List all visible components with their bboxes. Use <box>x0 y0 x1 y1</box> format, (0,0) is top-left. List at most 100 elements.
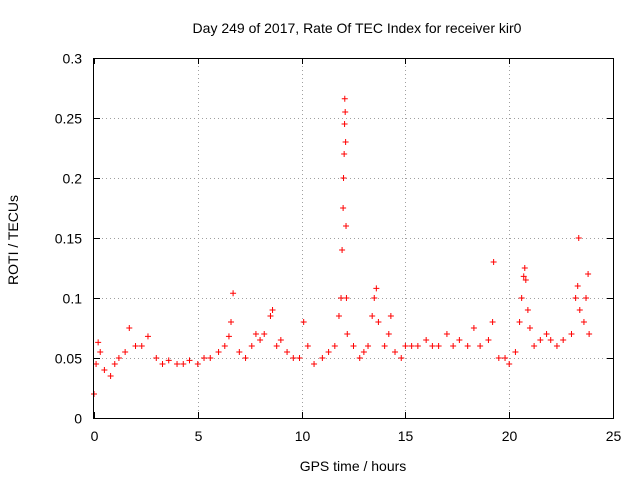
data-point <box>277 337 284 343</box>
plot-frame <box>93 58 614 419</box>
data-point <box>375 319 382 325</box>
x-tick-label: 5 <box>195 428 203 444</box>
data-point <box>159 361 166 367</box>
data-point <box>111 361 118 367</box>
data-point <box>343 295 350 301</box>
data-point <box>207 355 214 361</box>
data-point <box>304 343 311 349</box>
data-point <box>290 355 297 361</box>
data-point <box>261 331 268 337</box>
data-point <box>381 343 388 349</box>
data-point <box>521 265 528 271</box>
y-tick-label: 0.1 <box>63 291 83 307</box>
data-point <box>526 325 533 331</box>
data-point <box>512 349 519 355</box>
data-point <box>568 331 575 337</box>
data-point <box>574 283 581 289</box>
data-point <box>522 277 529 283</box>
data-point <box>138 343 145 349</box>
data-point <box>201 355 208 361</box>
data-point <box>215 349 222 355</box>
data-point <box>575 235 582 241</box>
x-tick-label: 10 <box>295 428 311 444</box>
data-point <box>537 337 544 343</box>
y-tick-label: 0.25 <box>55 111 82 127</box>
data-point <box>518 295 525 301</box>
data-point <box>585 271 592 277</box>
data-point <box>369 313 376 319</box>
data-point <box>93 361 100 367</box>
data-point <box>257 337 264 343</box>
data-point <box>485 337 492 343</box>
data-point <box>284 349 291 355</box>
data-point <box>230 290 237 297</box>
data-point <box>273 343 280 349</box>
data-point <box>311 361 318 367</box>
data-point <box>341 151 348 157</box>
data-point <box>586 331 593 337</box>
data-point <box>429 343 436 349</box>
y-tick-label: 0.05 <box>55 351 82 367</box>
data-point <box>344 331 351 337</box>
data-point <box>423 337 430 343</box>
data-point <box>520 273 527 280</box>
data-point <box>490 259 497 265</box>
data-point <box>360 349 367 355</box>
data-point <box>342 139 349 145</box>
x-axis-label: GPS time / hours <box>300 458 407 474</box>
data-point <box>340 175 347 181</box>
data-point <box>580 319 587 325</box>
data-point <box>343 223 350 229</box>
data-point <box>339 247 346 253</box>
data-point <box>132 343 139 349</box>
data-point <box>350 343 357 349</box>
data-point <box>228 319 235 325</box>
data-point <box>338 295 345 301</box>
y-tick-label: 0.15 <box>55 231 82 247</box>
data-point <box>547 337 554 343</box>
data-point <box>543 331 550 337</box>
x-tick-label: 25 <box>606 428 622 444</box>
data-point <box>236 349 243 355</box>
axis-ticks <box>94 58 614 419</box>
data-point <box>502 355 509 361</box>
data-point <box>221 343 228 349</box>
data-point <box>165 357 172 364</box>
data-point <box>296 355 303 361</box>
data-point <box>464 343 471 349</box>
data-point <box>398 355 405 361</box>
data-point <box>180 361 187 367</box>
data-point <box>365 343 372 349</box>
data-point <box>373 285 380 292</box>
data-point <box>144 333 151 340</box>
y-tick-label: 0 <box>74 411 82 427</box>
data-point <box>325 349 332 355</box>
data-point <box>387 313 394 319</box>
data-point <box>356 355 363 361</box>
x-tick-label: 0 <box>91 428 99 444</box>
data-point <box>402 343 409 349</box>
y-tick-labels: 0 0.05 0.1 0.15 0.2 0.25 0.3 <box>55 51 82 427</box>
data-point <box>126 325 133 331</box>
x-tick-labels: 0 5 10 15 20 25 <box>91 428 622 444</box>
data-point <box>115 355 122 361</box>
data-point <box>450 343 457 349</box>
data-point <box>516 319 523 325</box>
data-point <box>97 349 104 355</box>
data-point <box>331 343 338 349</box>
data-point <box>470 325 477 331</box>
data-point <box>101 367 108 373</box>
data-point <box>340 205 347 211</box>
data-point <box>477 343 484 349</box>
data-point <box>435 343 442 349</box>
y-tick-label: 0.3 <box>63 51 83 67</box>
data-point <box>392 349 399 355</box>
data-point <box>186 357 193 364</box>
data-point <box>194 361 201 367</box>
data-point <box>371 295 378 301</box>
data-point <box>269 307 276 313</box>
data-point <box>385 331 392 337</box>
grid-lines <box>94 58 613 418</box>
data-point <box>252 331 259 337</box>
